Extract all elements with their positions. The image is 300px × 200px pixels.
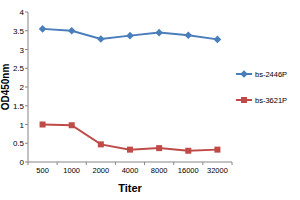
chart: 0 0.5 1 1.5 2 2.5 3 3.5 4 500 1000 2000 4000 8000 1600… [0, 0, 300, 200]
data-point [40, 122, 46, 128]
y-tick [25, 12, 28, 13]
data-point [214, 36, 222, 44]
y-tick [25, 143, 28, 144]
x-tick-label: 500 [36, 166, 49, 175]
x-tick-divider [86, 162, 87, 165]
y-tick [25, 105, 28, 106]
legend-label: bs-3621P [255, 96, 287, 105]
data-point [185, 148, 191, 154]
legend: bs-2446P bs-3621P [236, 70, 287, 105]
data-point [127, 147, 133, 153]
x-tick-divider [202, 162, 203, 165]
y-tick-label: 1 [20, 121, 25, 130]
x-tick-label: 1000 [63, 166, 80, 175]
x-tick-divider [115, 162, 116, 165]
y-tick-label: 3.5 [13, 27, 25, 36]
plot-area [39, 25, 221, 154]
y-tick-label: 3 [20, 46, 25, 55]
x-tick-divider [232, 162, 233, 165]
y-tick-label: 1.5 [13, 102, 25, 111]
y-tick [25, 68, 28, 69]
y-axis-title: OD450nm [0, 64, 11, 111]
legend-label: bs-2446P [255, 70, 287, 79]
x-axis [28, 162, 232, 163]
data-point [155, 29, 163, 37]
y-tick-label: 2 [20, 83, 25, 92]
data-point [156, 145, 162, 151]
y-tick [25, 30, 28, 31]
y-tick-label: 0.5 [13, 139, 25, 148]
legend-marker [241, 97, 247, 103]
data-point [98, 141, 104, 147]
y-tick [25, 49, 28, 50]
y-tick-label: 2.5 [13, 64, 25, 73]
data-point [39, 25, 47, 33]
y-tick-label: 4 [20, 8, 25, 17]
x-tick-label: 32000 [207, 166, 228, 175]
x-tick-label: 8000 [151, 166, 168, 175]
x-tick-label: 4000 [122, 166, 139, 175]
legend-marker [240, 70, 248, 78]
x-tick-divider [57, 162, 58, 165]
y-tick-label: 0 [20, 158, 25, 167]
chart-container: 0 0.5 1 1.5 2 2.5 3 3.5 4 500 1000 2000 4000 8000 1600… [0, 0, 300, 200]
data-point [214, 147, 220, 153]
x-axis-title: Titer [118, 182, 142, 194]
x-tick-divider [173, 162, 174, 165]
data-point [184, 31, 192, 39]
y-tick [25, 87, 28, 88]
x-tick-label: 16000 [178, 166, 199, 175]
data-point [68, 27, 76, 35]
data-point [126, 32, 134, 40]
data-point [69, 122, 75, 128]
x-tick-divider [28, 162, 29, 165]
data-point [97, 35, 105, 43]
x-tick-divider [144, 162, 145, 165]
y-tick [25, 124, 28, 125]
x-tick-label: 2000 [93, 166, 110, 175]
